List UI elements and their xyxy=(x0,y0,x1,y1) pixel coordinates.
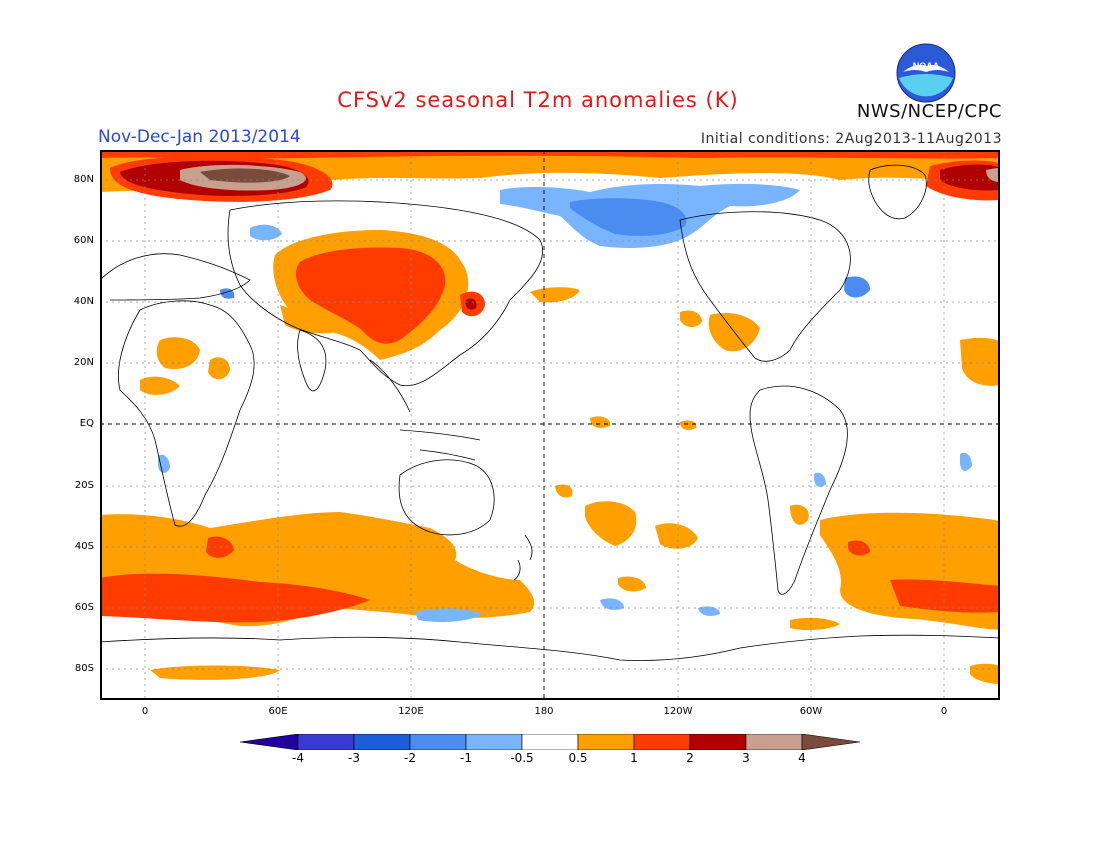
colorbar-segment xyxy=(577,734,635,750)
colorbar-segment xyxy=(521,734,579,750)
anomaly-region xyxy=(814,472,826,487)
initial-conditions: Initial conditions: 2Aug2013-11Aug2013 xyxy=(700,131,1002,147)
lat-label: 60N xyxy=(73,235,94,246)
colorbar-label: -0.5 xyxy=(510,751,534,765)
colorbar-label: -3 xyxy=(348,751,360,765)
anomaly-region xyxy=(940,164,1000,191)
anomaly-region xyxy=(100,573,370,623)
anomaly-region xyxy=(680,310,702,328)
colorbar-label: -2 xyxy=(404,751,416,765)
colorbar-label: 4 xyxy=(798,751,806,765)
anomaly-region xyxy=(585,501,637,546)
colorbar-segment xyxy=(689,734,747,750)
anomaly-region xyxy=(200,168,290,183)
colorbar-label: -4 xyxy=(292,751,304,765)
forecast-period: Nov-Dec-Jan 2013/2014 xyxy=(98,127,301,147)
colorbar-label: 1 xyxy=(630,751,638,765)
anomaly-region xyxy=(790,504,809,525)
logo-text: NOAA xyxy=(913,61,940,71)
lon-label: 120E xyxy=(398,706,424,717)
colorbar-segment xyxy=(353,734,411,750)
lat-label: 40N xyxy=(73,296,94,307)
anomaly-region xyxy=(890,579,1000,613)
anomaly-region xyxy=(960,452,972,471)
anomaly-region xyxy=(100,150,1000,192)
anomaly-region xyxy=(844,276,870,298)
anomaly-region xyxy=(655,523,698,549)
continent-outline xyxy=(749,385,848,595)
coastlines xyxy=(100,164,1000,661)
continent-outline xyxy=(100,253,251,301)
anomaly-region xyxy=(600,598,624,610)
lat-label: 20N xyxy=(73,357,94,368)
colorbar-segment xyxy=(240,734,299,750)
anomaly-region xyxy=(590,416,611,428)
anomaly-region xyxy=(618,576,646,592)
continent-outline xyxy=(100,634,1000,661)
anomaly-region xyxy=(698,606,720,616)
lon-label: 0 xyxy=(141,706,149,717)
anomaly-region xyxy=(158,454,170,473)
lon-label: 60E xyxy=(268,706,288,717)
continent-outline xyxy=(118,300,255,527)
colorbar-label: 2 xyxy=(686,751,694,765)
anomaly-region xyxy=(100,150,1000,159)
lat-label: 80N xyxy=(73,174,94,185)
anomaly-region xyxy=(790,617,840,631)
colorbar-label: 0.5 xyxy=(568,751,588,765)
anomaly-region xyxy=(986,168,1000,182)
anomaly-region xyxy=(140,376,180,395)
colorbar-label: 3 xyxy=(742,751,750,765)
colorbar-segment xyxy=(745,734,803,750)
continent-outline xyxy=(297,329,327,392)
anomaly-region xyxy=(415,608,482,622)
anomaly-region xyxy=(555,484,573,498)
anomaly-region xyxy=(570,198,687,236)
colorbar-label: -1 xyxy=(460,751,472,765)
colorbar-segment xyxy=(297,734,355,750)
anomaly-region xyxy=(530,287,580,303)
continent-outline xyxy=(513,534,533,581)
noaa-logo: NOAA xyxy=(896,43,956,103)
map-frame xyxy=(100,150,1000,700)
anomaly-region xyxy=(848,540,870,556)
lat-label: EQ xyxy=(79,418,94,429)
continent-outline xyxy=(398,459,495,536)
anomaly-map xyxy=(100,150,1000,700)
anomaly-region xyxy=(150,665,280,680)
anomaly-region xyxy=(465,298,477,310)
lat-label: 80S xyxy=(74,663,94,674)
lat-label: 60S xyxy=(74,602,94,613)
page-title: CFSv2 seasonal T2m anomalies (K) xyxy=(337,88,739,112)
lat-label: 40S xyxy=(74,541,94,552)
lon-label: 120W xyxy=(663,706,693,717)
continent-outline xyxy=(679,211,851,362)
anomaly-region xyxy=(295,247,446,344)
continent-outline xyxy=(227,200,543,387)
warm-anomaly-fields xyxy=(100,150,1000,684)
anomaly-region xyxy=(156,337,200,370)
continent-outline xyxy=(369,359,481,461)
anomaly-region xyxy=(208,357,230,380)
lon-label: 60W xyxy=(799,706,823,717)
colorbar-segment xyxy=(465,734,523,750)
lon-label: 0 xyxy=(940,706,948,717)
colorbar xyxy=(240,734,861,750)
anomaly-region xyxy=(250,224,282,241)
lat-label: 20S xyxy=(74,480,94,491)
agency-label: NWS/NCEP/CPC xyxy=(856,101,1002,122)
colorbar-segment xyxy=(633,734,691,750)
lon-label: 180 xyxy=(534,706,554,717)
colorbar-segment xyxy=(409,734,467,750)
graticule xyxy=(100,150,1000,700)
anomaly-region xyxy=(280,305,340,334)
colorbar-segment xyxy=(801,734,861,750)
continent-outline xyxy=(868,164,927,220)
anomaly-region xyxy=(960,337,1000,386)
anomaly-region xyxy=(680,420,697,430)
